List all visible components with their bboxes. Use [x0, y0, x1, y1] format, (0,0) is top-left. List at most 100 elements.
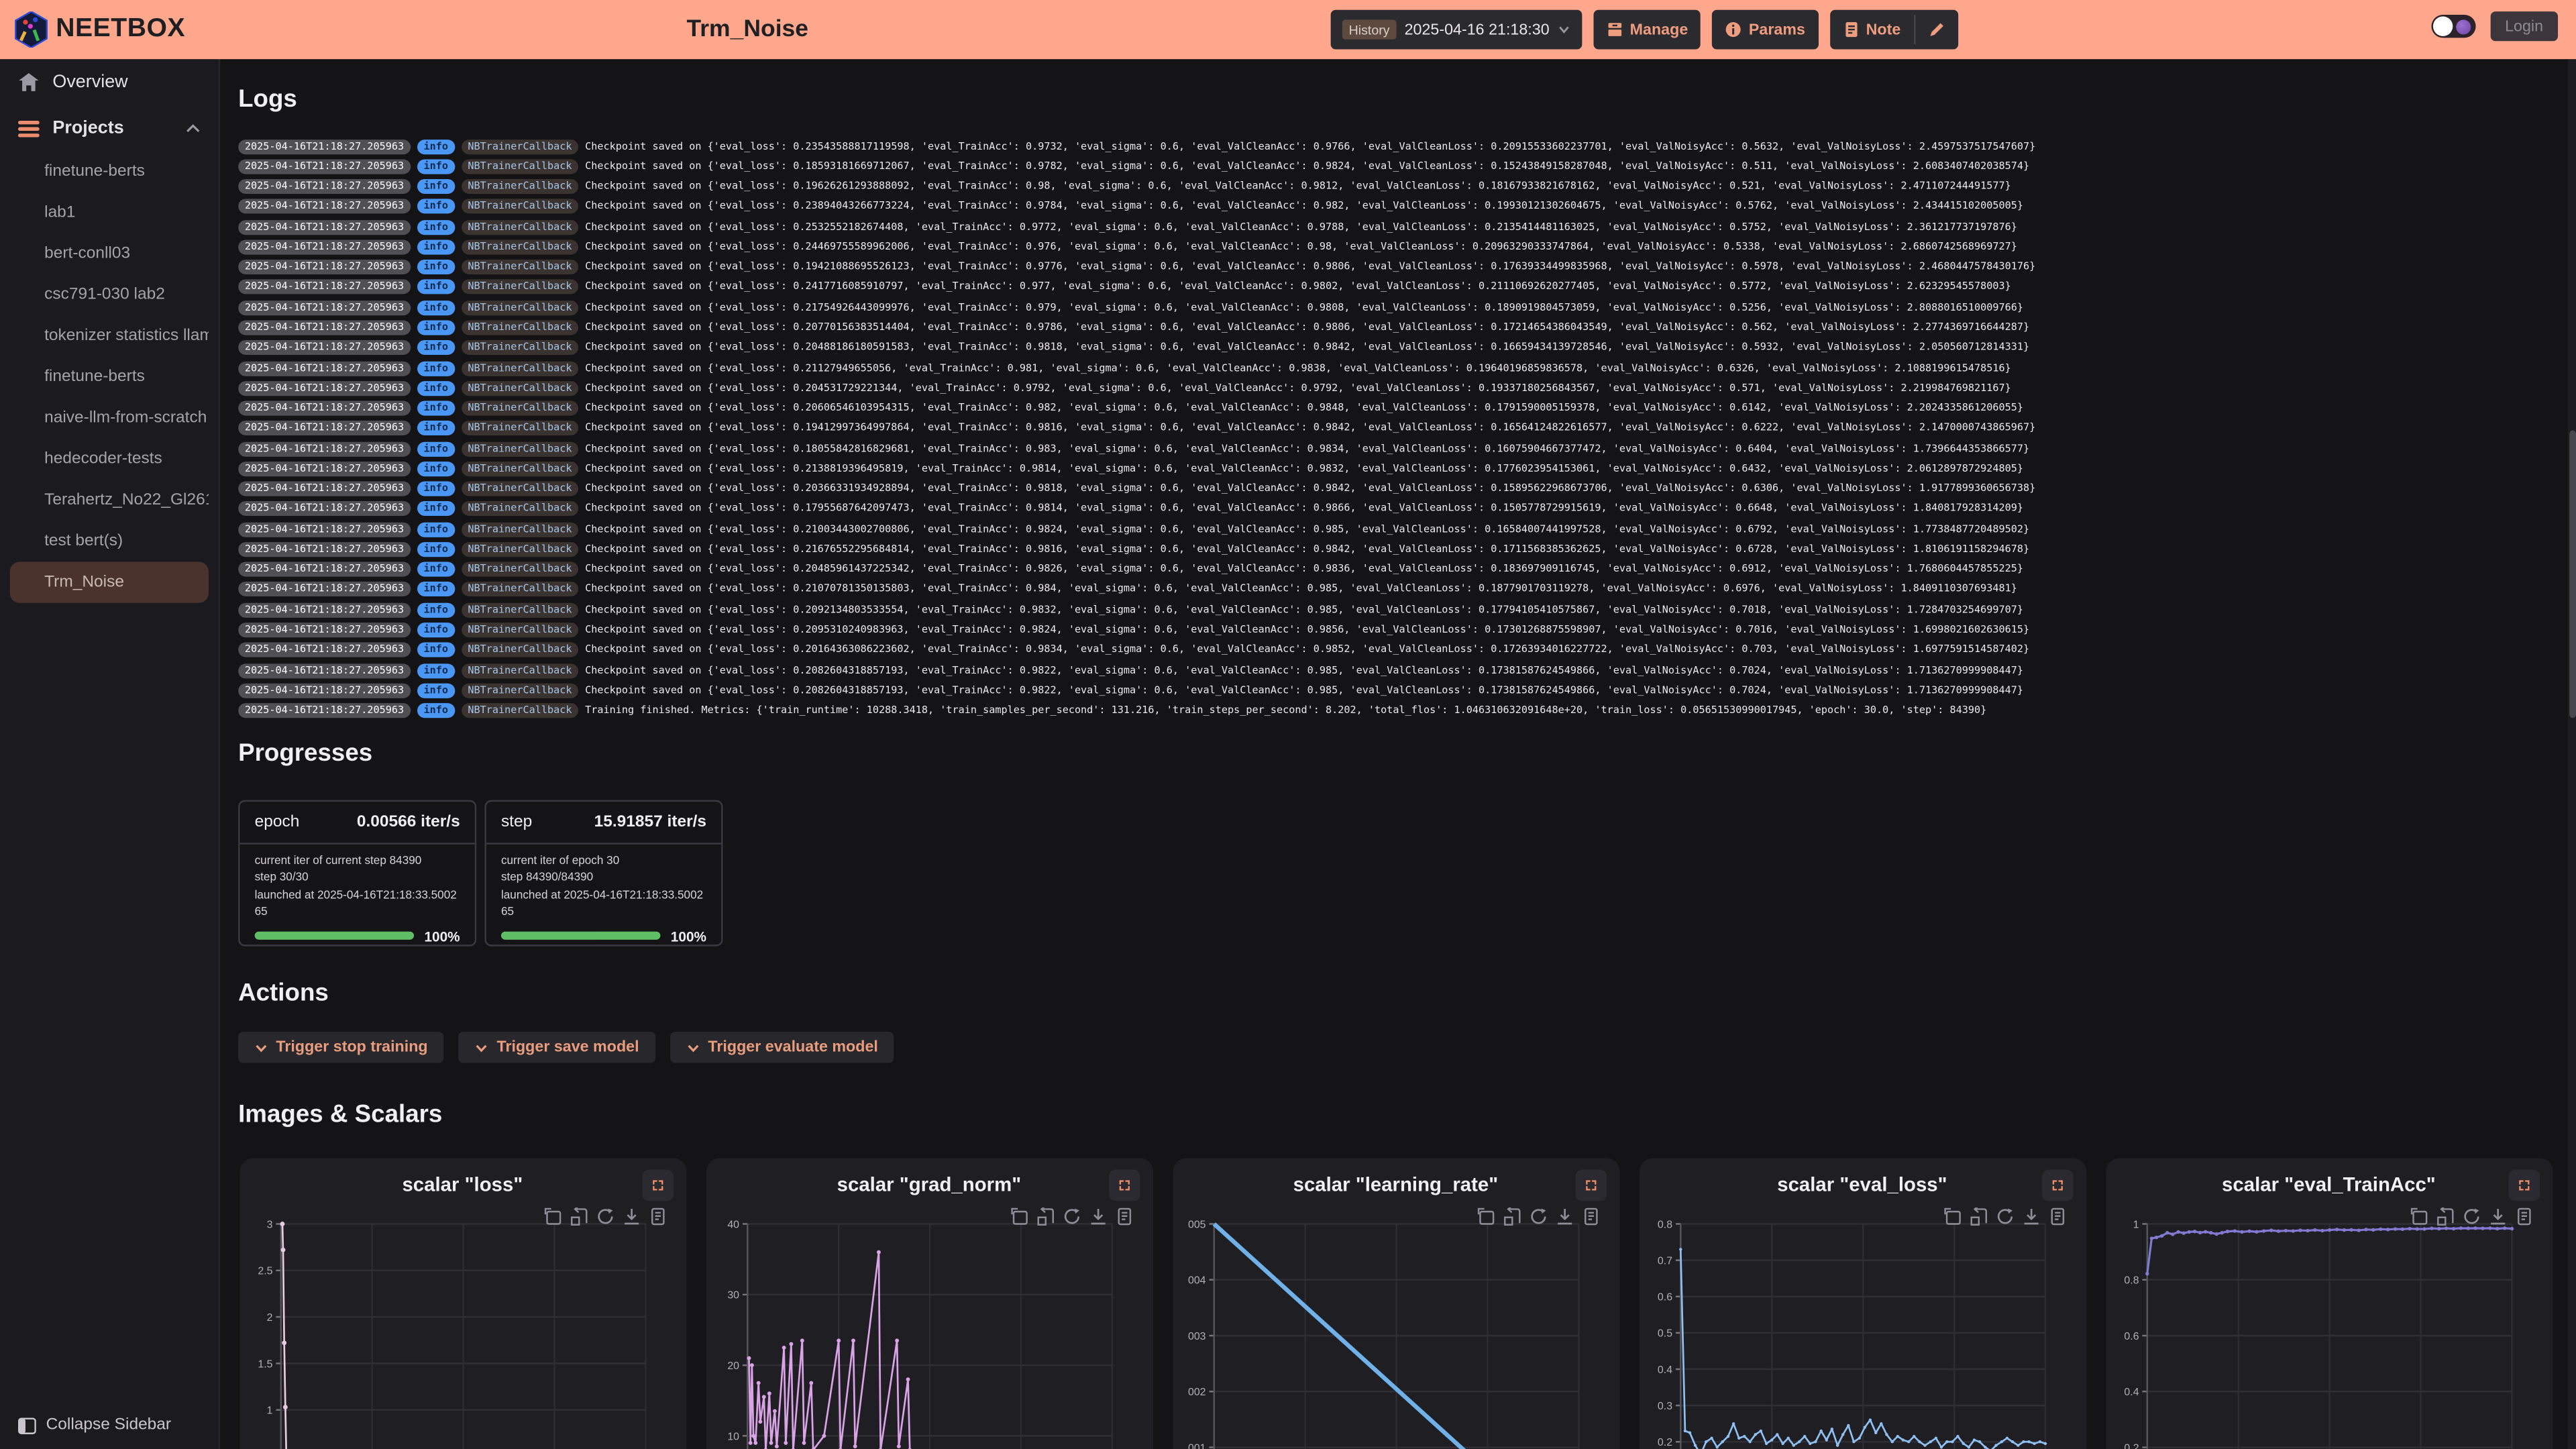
sidebar-project-item[interactable]: Terahertz_No22_Gl261_gl...	[44, 491, 209, 510]
svg-text:001: 001	[1187, 1442, 1205, 1449]
fullscreen-button[interactable]	[2041, 1169, 2073, 1201]
log-row: 2025-04-16T21:18:27.205963 info NBTraine…	[238, 600, 2566, 620]
log-level-badge: info	[417, 501, 455, 517]
edit-note-button[interactable]	[1915, 10, 1958, 50]
scrollbar-thumb[interactable]	[2568, 430, 2575, 718]
collapse-sidebar-button[interactable]: Collapse Sidebar	[17, 1416, 171, 1434]
region-select-icon[interactable]	[1010, 1208, 1028, 1226]
home-icon	[19, 72, 39, 91]
fullscreen-icon	[2518, 1180, 2529, 1191]
download-icon[interactable]	[622, 1208, 640, 1226]
refresh-icon[interactable]	[2462, 1208, 2480, 1226]
manage-button[interactable]: Manage	[1593, 9, 1701, 50]
undo-zoom-icon[interactable]	[2436, 1208, 2454, 1226]
undo-zoom-icon[interactable]	[570, 1208, 588, 1226]
log-message: Checkpoint saved on {'eval_loss': 0.2016…	[585, 644, 2030, 656]
log-logger-badge: NBTrainerCallback	[461, 340, 579, 356]
sidebar-project-item[interactable]: finetune-berts	[44, 368, 145, 386]
region-select-icon[interactable]	[1943, 1208, 1961, 1226]
download-icon[interactable]	[2488, 1208, 2506, 1226]
refresh-icon[interactable]	[1529, 1208, 1547, 1226]
sidebar-item-projects[interactable]: Projects	[0, 105, 219, 152]
raw-data-icon[interactable]	[648, 1208, 666, 1226]
log-row: 2025-04-16T21:18:27.205963 info NBTraine…	[238, 640, 2566, 660]
sidebar-project-item[interactable]: naive-llm-from-scratch	[44, 409, 207, 427]
action-trigger-button[interactable]: Trigger save model	[459, 1031, 656, 1063]
scalar-chart-card: scalar "learning_rate"	[1172, 1158, 1619, 1449]
app-header: NEETBOX Trm_Noise History 2025-04-16 21:…	[0, 0, 2576, 60]
refresh-icon[interactable]	[1995, 1208, 2013, 1226]
refresh-icon[interactable]	[596, 1208, 614, 1226]
sidebar-project-item[interactable]: finetune-berts	[44, 162, 145, 181]
undo-zoom-icon[interactable]	[1036, 1208, 1054, 1226]
log-level-badge: info	[417, 623, 455, 638]
log-level-badge: info	[417, 300, 455, 315]
region-select-icon[interactable]	[1476, 1208, 1494, 1226]
log-row: 2025-04-16T21:18:27.205963 info NBTraine…	[238, 539, 2566, 559]
chart-plot: 1 0.8 0.6 0.4 0.2	[2123, 1219, 2513, 1449]
log-timestamp-badge: 2025-04-16T21:18:27.205963	[238, 562, 411, 578]
log-row: 2025-04-16T21:18:27.205963 info NBTraine…	[238, 459, 2566, 479]
raw-data-icon[interactable]	[1115, 1208, 1133, 1226]
fullscreen-button[interactable]	[1574, 1169, 1606, 1201]
login-button[interactable]: Login	[2490, 11, 2559, 42]
region-select-icon[interactable]	[2409, 1208, 2427, 1226]
svg-text:003: 003	[1187, 1331, 1205, 1342]
log-level-badge: info	[417, 663, 455, 678]
download-icon[interactable]	[2021, 1208, 2039, 1226]
sidebar-project-item[interactable]: lab1	[44, 203, 76, 222]
raw-data-icon[interactable]	[2514, 1208, 2532, 1226]
sidebar-project-item[interactable]: hedecoder-tests	[44, 450, 162, 468]
log-level-badge: info	[417, 340, 455, 356]
log-level-badge: info	[417, 199, 455, 215]
log-row: 2025-04-16T21:18:27.205963 info NBTraine…	[238, 358, 2566, 378]
chart-plot: 3 2.5 2 1.5 1	[257, 1219, 646, 1449]
params-button[interactable]: Params	[1713, 9, 1819, 50]
refresh-icon[interactable]	[1062, 1208, 1080, 1226]
raw-data-icon[interactable]	[2048, 1208, 2066, 1226]
action-trigger-button[interactable]: Trigger evaluate model	[670, 1031, 895, 1063]
sidebar-project-item[interactable]: csc791-030 lab2	[44, 286, 165, 305]
fullscreen-button[interactable]	[1108, 1169, 1140, 1201]
progress-name: step	[500, 813, 533, 832]
log-row: 2025-04-16T21:18:27.205963 info NBTraine…	[238, 257, 2566, 277]
page-title: Trm_Noise	[686, 16, 809, 43]
theme-toggle[interactable]	[2430, 15, 2475, 38]
progress-percent: 100%	[424, 927, 460, 945]
sidebar-project-item[interactable]: test bert(s)	[44, 532, 123, 551]
log-timestamp-badge: 2025-04-16T21:18:27.205963	[238, 139, 411, 154]
undo-zoom-icon[interactable]	[1969, 1208, 1987, 1226]
log-logger-badge: NBTrainerCallback	[461, 360, 579, 376]
fullscreen-button[interactable]	[2508, 1169, 2539, 1201]
note-button[interactable]: Note	[1830, 10, 1914, 50]
log-logger-badge: NBTrainerCallback	[461, 239, 579, 255]
brand[interactable]: NEETBOX	[15, 0, 185, 59]
sidebar-project-item[interactable]: tokenizer statistics llama...	[44, 327, 209, 345]
download-icon[interactable]	[1088, 1208, 1106, 1226]
neetbox-logo-icon	[15, 11, 48, 48]
log-logger-badge: NBTrainerCallback	[461, 320, 579, 335]
log-row: 2025-04-16T21:18:27.205963 info NBTraine…	[238, 278, 2566, 298]
svg-text:004: 004	[1187, 1275, 1205, 1287]
action-trigger-button[interactable]: Trigger stop training	[238, 1031, 445, 1063]
svg-text:1: 1	[266, 1405, 272, 1417]
log-level-badge: info	[417, 380, 455, 396]
download-icon[interactable]	[1555, 1208, 1573, 1226]
fullscreen-button[interactable]	[641, 1169, 673, 1201]
progress-percent: 100%	[670, 927, 707, 945]
project-list: finetune-berts lab1 bert-conll03 csc791-030…	[0, 151, 219, 603]
svg-text:20: 20	[727, 1360, 739, 1372]
svg-text:0.8: 0.8	[1657, 1219, 1672, 1230]
sidebar-item-overview[interactable]: Overview	[0, 59, 219, 105]
undo-zoom-icon[interactable]	[1503, 1208, 1521, 1226]
sidebar-project-item[interactable]: Trm_Noise	[9, 561, 209, 603]
history-select[interactable]: History 2025-04-16 21:18:30	[1330, 9, 1582, 50]
region-select-icon[interactable]	[543, 1208, 561, 1226]
raw-data-icon[interactable]	[1581, 1208, 1599, 1226]
sidebar-project-item[interactable]: bert-conll03	[44, 244, 131, 263]
log-message: Checkpoint saved on {'eval_loss': 0.2446…	[585, 241, 2017, 254]
chart-plot: 005 004 003 002 001	[1187, 1219, 1579, 1449]
chevron-down-icon	[1559, 26, 1569, 34]
log-logger-badge: NBTrainerCallback	[461, 643, 579, 658]
scalar-chart-card: scalar "eval_loss"	[1638, 1158, 2086, 1449]
